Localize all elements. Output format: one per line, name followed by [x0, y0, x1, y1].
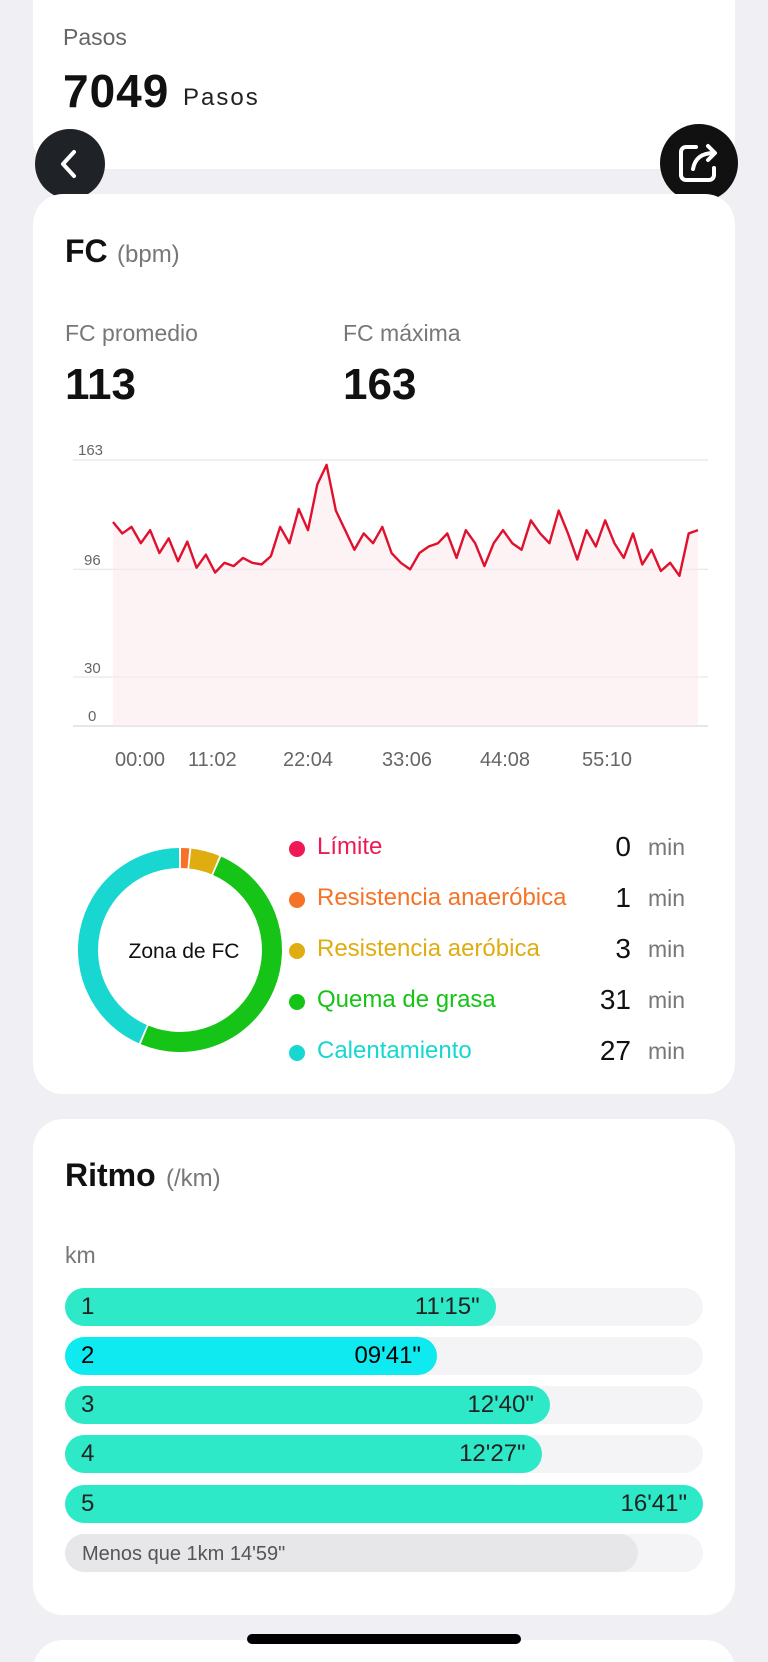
zone-row-limit: Límite 0 min [289, 831, 689, 867]
x-tick-2: 22:04 [283, 749, 334, 771]
pace-time: 11'15" [414, 1293, 480, 1320]
pace-time: 09'41" [354, 1342, 421, 1369]
hr-area [113, 464, 698, 726]
zone-unit: min [647, 936, 685, 962]
pace-row: 2 09'41" [65, 1337, 703, 1375]
pace-unit: (/km) [166, 1165, 221, 1192]
donut-segment-2 [188, 848, 220, 875]
pace-row: 5 16'41" [65, 1485, 703, 1523]
y-tick-0: 0 [88, 708, 97, 725]
pace-bar: 3 12'40" [65, 1386, 550, 1424]
hr-avg-label: FC promedio [65, 320, 198, 346]
steps-value: 7049 [63, 65, 170, 117]
back-button[interactable] [35, 129, 105, 199]
pace-row: 1 11'15" [65, 1288, 703, 1326]
share-icon [679, 144, 717, 182]
pace-km: 3 [81, 1391, 95, 1418]
pace-bar: 5 16'41" [65, 1485, 703, 1523]
pace-remainder-label: Menos que 1km 14'59" [82, 1543, 286, 1565]
donut-center-label: Zona de FC [128, 940, 240, 963]
pace-remainder: Menos que 1km 14'59" [65, 1534, 638, 1572]
zone-dot-anaerobic [289, 892, 305, 908]
zone-unit: min [647, 834, 685, 860]
zone-row-anaerobic: Resistencia anaeróbica 1 min [289, 882, 689, 918]
y-tick-96: 96 [84, 552, 101, 569]
hr-unit: (bpm) [117, 241, 180, 268]
zone-name: Calentamiento [317, 1037, 472, 1064]
zone-name: Resistencia aeróbica [317, 935, 540, 962]
zone-dot-aerobic [289, 943, 305, 959]
zone-value: 3 [615, 933, 631, 964]
y-tick-30: 30 [84, 660, 101, 677]
x-tick-5: 55:10 [582, 749, 633, 771]
hr-title: FC [65, 233, 108, 269]
zone-row-aerobic: Resistencia aeróbica 3 min [289, 933, 689, 969]
steps-label: Pasos [63, 24, 127, 50]
pace-time: 16'41" [620, 1490, 688, 1517]
x-tick-4: 44:08 [480, 749, 531, 771]
hr-series-line [112, 463, 699, 578]
zone-name: Límite [317, 833, 383, 860]
km-label: km [65, 1242, 96, 1268]
zone-row-fat-burn: Quema de grasa 31 min [289, 984, 689, 1020]
chevron-left-icon [61, 150, 76, 178]
pace-time: 12'27" [459, 1440, 526, 1467]
zone-dot-limit [289, 841, 305, 857]
zone-name: Quema de grasa [317, 986, 496, 1013]
pace-km: 1 [81, 1293, 95, 1320]
zone-dot-warmup [289, 1045, 305, 1061]
zone-unit: min [647, 1038, 685, 1064]
hr-zone-donut [78, 848, 282, 1052]
pace-bar-fastest: 2 09'41" [65, 1337, 437, 1375]
steps-card [33, 0, 735, 169]
hr-max-label: FC máxima [343, 320, 461, 346]
zone-dot-fat-burn [289, 994, 305, 1010]
pace-km: 2 [81, 1342, 95, 1369]
zone-unit: min [647, 885, 685, 911]
hr-max-value: 163 [343, 360, 417, 409]
zone-value: 27 [599, 1035, 631, 1066]
donut-segment-3 [140, 856, 282, 1052]
pace-row: 3 12'40" [65, 1386, 703, 1424]
zone-row-warmup: Calentamiento 27 min [289, 1035, 689, 1071]
x-tick-3: 33:06 [382, 749, 433, 771]
zone-unit: min [647, 987, 685, 1013]
donut-segment-4 [78, 848, 180, 1044]
pace-bar: 1 11'15" [65, 1288, 496, 1326]
next-card [33, 1640, 735, 1662]
hr-chart [73, 459, 708, 727]
zone-value: 1 [615, 882, 631, 913]
steps-unit: Pasos [183, 84, 260, 111]
home-indicator [247, 1634, 521, 1644]
zone-value: 31 [599, 984, 631, 1015]
share-button[interactable] [660, 124, 738, 202]
zone-name: Resistencia anaeróbica [317, 884, 567, 911]
pace-km: 5 [81, 1490, 95, 1517]
x-tick-0: 00:00 [115, 749, 166, 771]
pace-bar: 4 12'27" [65, 1435, 542, 1473]
pace-km: 4 [81, 1440, 95, 1467]
zone-value: 0 [615, 831, 631, 862]
y-tick-163: 163 [78, 442, 104, 459]
hr-avg-value: 113 [65, 360, 136, 409]
pace-row: 4 12'27" [65, 1435, 703, 1473]
x-tick-1: 11:02 [188, 749, 237, 771]
pace-title: Ritmo [65, 1157, 156, 1193]
pace-time: 12'40" [467, 1391, 534, 1418]
